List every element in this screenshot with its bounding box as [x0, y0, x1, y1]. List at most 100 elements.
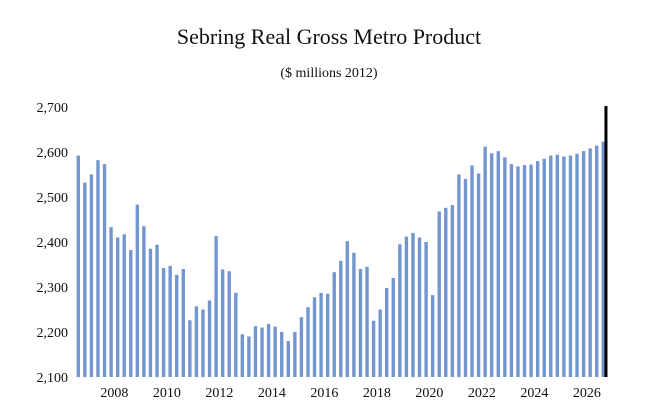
bar: [358, 269, 363, 377]
bar: [260, 327, 264, 377]
bar: [293, 332, 297, 377]
bar: [155, 244, 159, 377]
bar: [581, 151, 586, 377]
bar: [509, 164, 514, 377]
x-tick-label: 2010: [153, 386, 181, 401]
bar: [286, 341, 290, 377]
bar: [129, 250, 133, 377]
x-tick-label: 2014: [258, 386, 286, 401]
bar: [109, 227, 113, 377]
bar: [424, 242, 428, 377]
bar: [234, 292, 238, 377]
x-tick-label: 2012: [205, 386, 233, 401]
bar: [404, 236, 409, 377]
bar: [555, 154, 560, 377]
bar: [490, 153, 494, 377]
bar: [201, 309, 205, 377]
x-tick-label: 2020: [415, 386, 443, 401]
x-tick-label: 2026: [573, 386, 601, 401]
bar: [457, 174, 461, 377]
bar: [96, 160, 100, 377]
bar: [280, 332, 284, 377]
bar: [345, 241, 350, 377]
bar: [535, 161, 540, 377]
bar: [365, 266, 369, 377]
bar: [148, 248, 153, 377]
bar: [516, 166, 520, 377]
bar: [312, 297, 317, 377]
bar: [450, 205, 455, 377]
bar: [135, 204, 140, 377]
bar: [266, 323, 271, 377]
bar: [437, 211, 441, 377]
bar: [378, 309, 382, 377]
bar: [575, 153, 579, 377]
bar: [122, 234, 126, 377]
bar: [161, 268, 166, 377]
bar: [325, 293, 330, 377]
bar: [214, 236, 218, 377]
y-axis: 2,100 2,200 2,300 2,400 2,500 2,600 2,700: [37, 101, 69, 386]
bar: [273, 326, 277, 377]
bar: [483, 146, 487, 377]
x-tick-label: 2022: [468, 386, 496, 401]
bar: [430, 295, 435, 377]
bar: [385, 287, 389, 377]
bar: [332, 272, 336, 377]
y-tick-label: 2,100: [37, 371, 69, 386]
bar: [476, 173, 481, 377]
y-tick-label: 2,300: [37, 281, 69, 296]
x-axis: 2008 2010 2012 2014 2016 2018 2020 2022 2024 2026: [100, 386, 601, 401]
bar: [181, 269, 185, 377]
bar: [319, 292, 323, 377]
chart-title: Sebring Real Gross Metro Product: [176, 24, 482, 49]
bar: [568, 155, 573, 377]
bar: [247, 336, 251, 377]
bar: [188, 320, 192, 377]
bar: [352, 252, 356, 377]
bar: [371, 320, 376, 377]
bar: [470, 165, 474, 377]
bar: [175, 274, 179, 377]
y-tick-label: 2,500: [37, 191, 69, 206]
bar: [542, 158, 546, 377]
bar: [207, 300, 212, 377]
bar-series: [76, 141, 605, 377]
bar: [444, 207, 448, 377]
x-tick-label: 2016: [310, 386, 338, 401]
bar: [306, 307, 310, 377]
y-tick-label: 2,600: [37, 146, 69, 161]
bar: [253, 326, 258, 377]
y-tick-label: 2,700: [37, 101, 69, 116]
bar: [496, 151, 500, 377]
bar: [142, 226, 146, 377]
bar: [562, 156, 566, 377]
bar: [115, 237, 120, 377]
bar: [529, 164, 533, 377]
x-tick-label: 2018: [363, 386, 391, 401]
bar: [595, 145, 599, 377]
bar: [411, 233, 415, 377]
bar: [601, 141, 605, 377]
bar: [549, 155, 553, 377]
bar: [588, 148, 592, 377]
bar: [220, 269, 225, 377]
y-tick-label: 2,200: [37, 326, 69, 341]
bar: [227, 271, 231, 377]
bar: [299, 317, 304, 377]
chart-subtitle: ($ millions 2012): [280, 66, 378, 81]
bar: [503, 157, 507, 377]
bar: [76, 155, 80, 377]
bar: [83, 182, 87, 377]
y-tick-label: 2,400: [37, 236, 69, 251]
x-tick-label: 2024: [520, 386, 548, 401]
bar: [339, 260, 343, 377]
bar: [417, 237, 422, 377]
bar: [168, 265, 172, 377]
bar: [102, 164, 107, 377]
bar: [522, 165, 527, 377]
x-tick-label: 2008: [100, 386, 128, 401]
bar: [89, 174, 94, 377]
bar: [240, 334, 245, 377]
